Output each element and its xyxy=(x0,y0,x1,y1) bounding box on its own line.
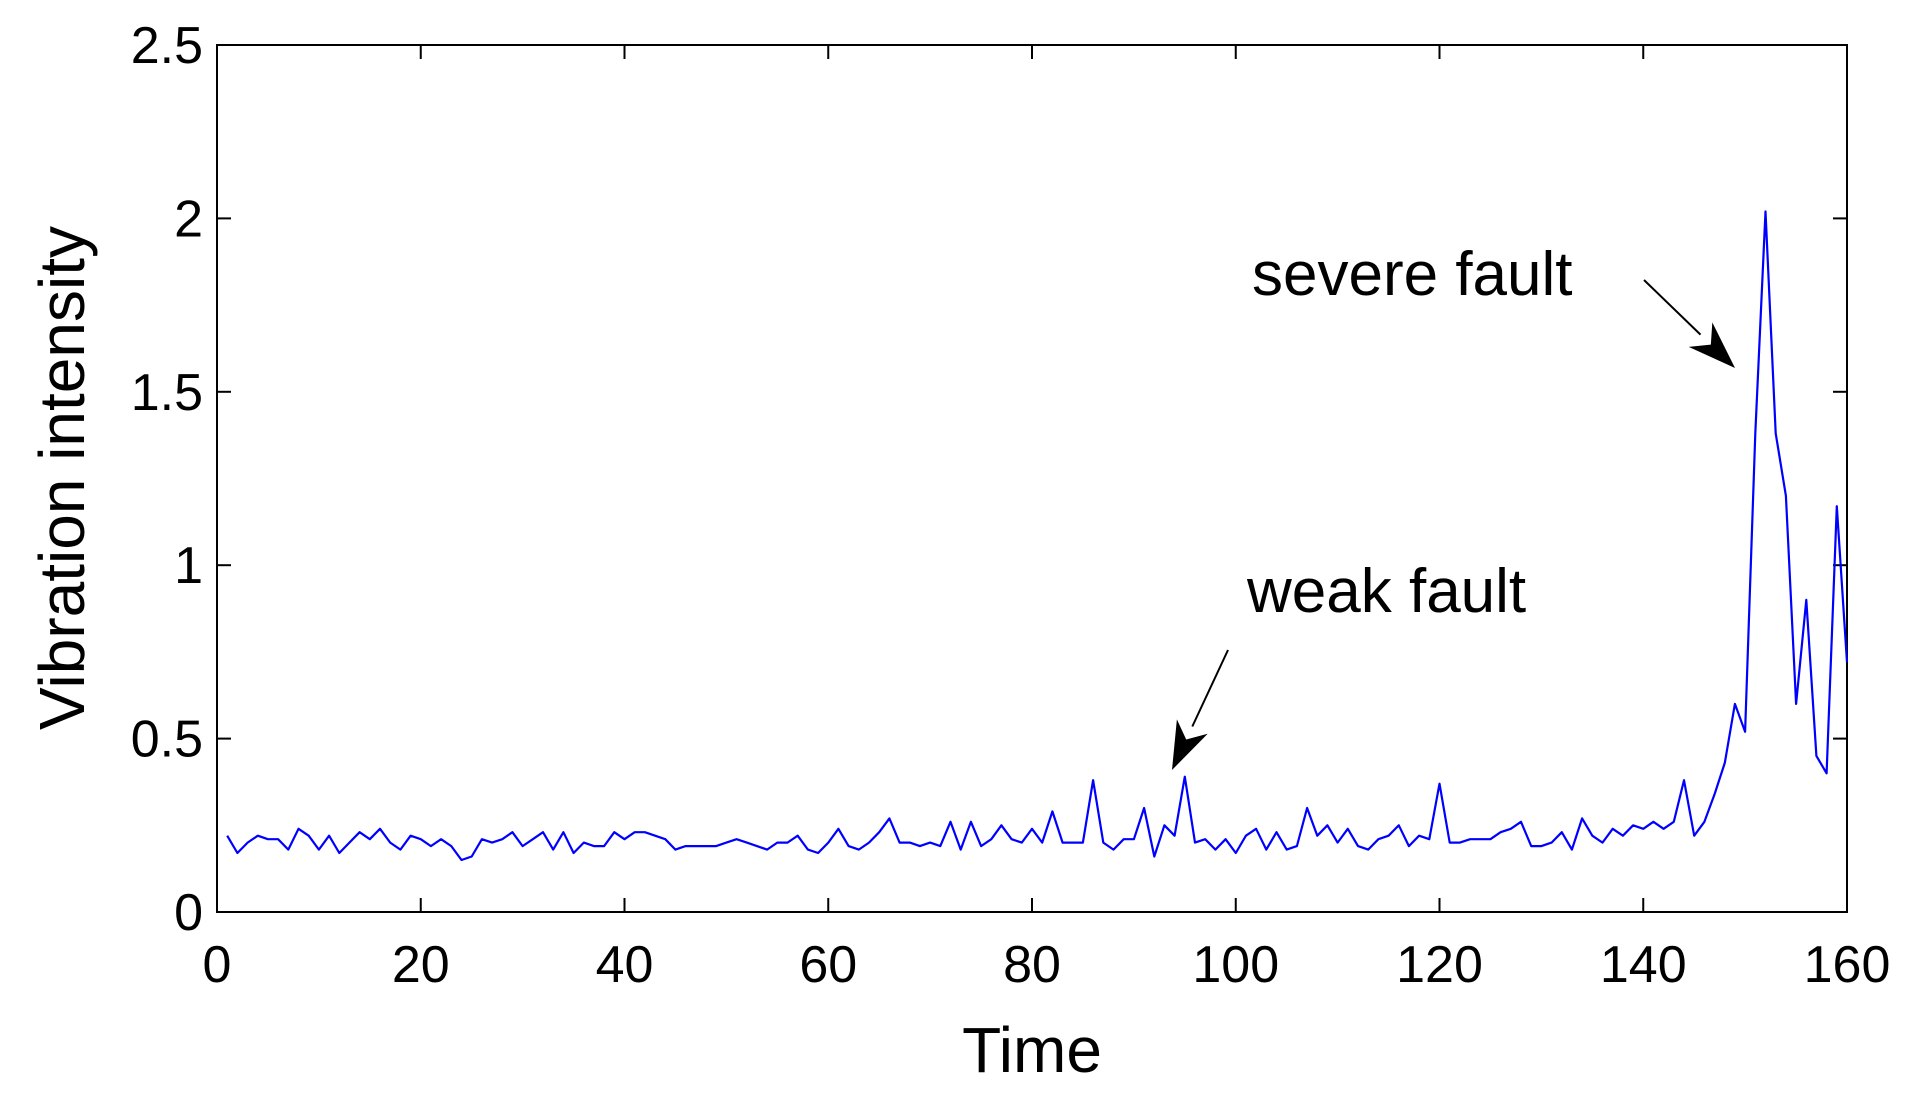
x-tick-label: 80 xyxy=(1003,936,1061,994)
plot-area xyxy=(216,44,1848,913)
y-tick-label: 2 xyxy=(174,190,203,248)
y-axis-ticks: 0 0.5 1 1.5 2 2.5 xyxy=(131,17,1847,942)
annotation-arrow-head xyxy=(1172,719,1208,770)
x-tick-label: 40 xyxy=(596,936,654,994)
vibration-intensity-line xyxy=(226,210,1849,862)
annotation-arrow-shaft xyxy=(1191,649,1229,727)
x-tick-label: 20 xyxy=(392,936,450,994)
x-tick-label: 0 xyxy=(203,936,232,994)
y-tick-label: 1.5 xyxy=(131,364,203,422)
y-tick-label: 0 xyxy=(174,884,203,942)
annotation-label: weak fault xyxy=(1246,557,1526,626)
y-tick-label: 0.5 xyxy=(131,711,203,769)
x-tick-label: 120 xyxy=(1396,936,1483,994)
y-tick-label: 1 xyxy=(174,537,203,595)
x-axis-label: Time xyxy=(962,1014,1102,1086)
annotation-label: severe fault xyxy=(1252,240,1573,309)
x-axis-ticks: 0 20 40 60 80 100 120 140 160 xyxy=(203,45,1891,994)
x-tick-label: 160 xyxy=(1804,936,1891,994)
x-tick-label: 60 xyxy=(799,936,857,994)
annotation-arrow-shaft xyxy=(1643,279,1702,336)
y-tick-label: 2.5 xyxy=(131,17,203,75)
x-tick-label: 140 xyxy=(1600,936,1687,994)
x-tick-label: 100 xyxy=(1192,936,1279,994)
annotation-arrow-head xyxy=(1688,322,1735,368)
y-axis-label: Vibration intensity xyxy=(26,226,98,730)
annotations: weak fault severe fault xyxy=(1172,240,1735,770)
